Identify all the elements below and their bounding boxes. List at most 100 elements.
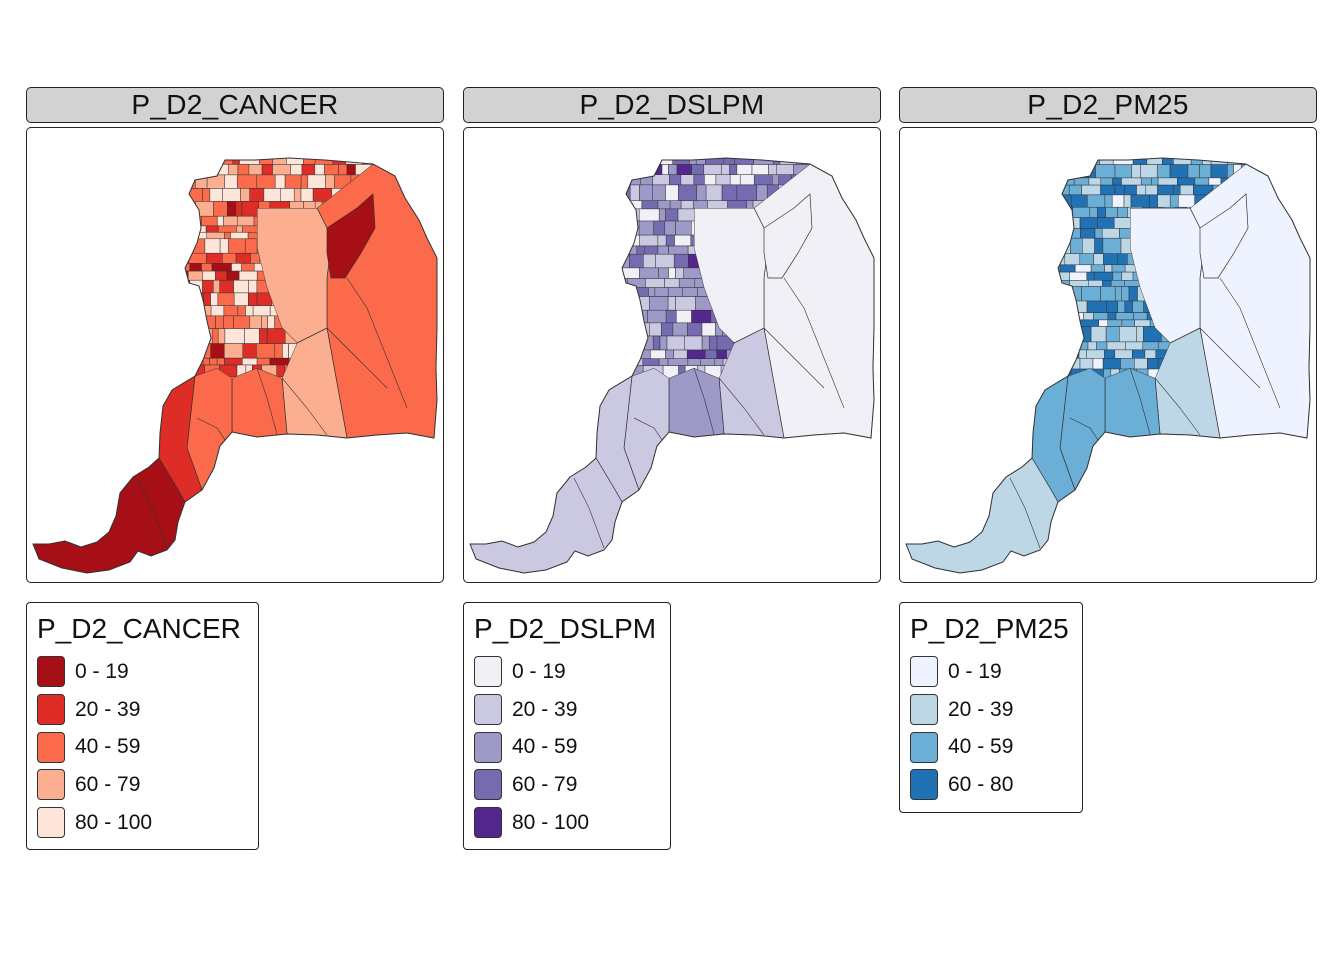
tract: [1210, 158, 1228, 165]
tract: [185, 315, 189, 329]
tract: [1058, 326, 1065, 343]
tract: [687, 322, 703, 337]
legend-swatch: [474, 731, 502, 763]
tract: [1136, 326, 1144, 343]
tract: [1079, 164, 1096, 179]
tract: [652, 174, 670, 186]
tract: [1079, 319, 1099, 327]
tract: [217, 215, 224, 227]
tract: [683, 267, 702, 279]
tract: [233, 315, 251, 329]
tract-region-delta2: [470, 457, 623, 573]
tract: [325, 174, 335, 189]
tract: [666, 335, 685, 351]
tract: [195, 232, 208, 240]
tract: [223, 305, 239, 317]
tract: [751, 164, 769, 175]
tract: [1105, 206, 1118, 218]
legend-swatch: [474, 694, 502, 726]
tract: [1102, 358, 1121, 370]
tract: [187, 270, 204, 281]
tract: [1069, 271, 1088, 281]
tract: [1061, 228, 1072, 239]
tract: [1079, 358, 1094, 370]
tract: [644, 245, 659, 255]
tract: [669, 200, 682, 210]
tract: [228, 238, 246, 254]
tract: [202, 357, 210, 366]
tract: [261, 164, 273, 176]
tract: [1120, 358, 1135, 370]
tract: [1157, 177, 1178, 186]
tract: [238, 270, 258, 281]
tract: [701, 322, 716, 337]
tract: [185, 188, 190, 202]
tract: [1106, 300, 1118, 313]
tract: [217, 225, 237, 233]
tract: [1104, 194, 1113, 208]
tract: [314, 164, 325, 176]
legend-swatch: [37, 694, 65, 726]
tract: [249, 315, 262, 329]
tract: [1131, 164, 1141, 179]
tract: [676, 309, 692, 324]
tract: [1058, 177, 1059, 186]
tract: [622, 200, 628, 210]
legend-swatch: [37, 769, 65, 801]
legend-item: 80 - 100: [37, 804, 248, 842]
tract: [629, 164, 638, 175]
tract-boundary: [1219, 277, 1281, 409]
tract: [272, 164, 291, 176]
tract: [686, 349, 706, 359]
tract: [665, 184, 679, 201]
tract: [259, 158, 273, 165]
tract: [675, 267, 684, 279]
tract: [661, 164, 669, 175]
tract: [680, 200, 694, 210]
tract: [1058, 217, 1063, 229]
tract: [665, 349, 674, 359]
tract: [185, 164, 190, 176]
tract: [242, 225, 260, 233]
tract: [215, 270, 228, 281]
tract-boundary: [783, 277, 845, 409]
legend-item: 80 - 100: [474, 804, 660, 842]
tract: [753, 174, 773, 186]
legend-item: 0 - 19: [474, 653, 660, 691]
tract: [665, 234, 675, 247]
tract: [1058, 194, 1064, 208]
legend-item: 20 - 39: [474, 691, 660, 729]
tract: [668, 164, 678, 175]
tract: [1090, 264, 1105, 273]
tract: [267, 315, 275, 329]
legend-item: 0 - 19: [910, 653, 1072, 691]
legend-item: 40 - 59: [910, 728, 1072, 766]
legend-cancer: P_D2_CANCER 0 - 19 20 - 39 40 - 59 60 - …: [26, 602, 259, 851]
tract: [203, 292, 211, 306]
tract: [756, 184, 768, 201]
tract-region-hotspot: [763, 193, 813, 279]
tract: [639, 184, 653, 201]
tract: [196, 164, 215, 176]
tract: [614, 165, 621, 175]
tract: [638, 220, 654, 236]
tract: [1067, 312, 1084, 321]
legend-label: 0 - 19: [75, 659, 129, 683]
tract: [217, 292, 235, 306]
tract: [209, 357, 218, 366]
tract: [1081, 184, 1101, 196]
tract: [1078, 349, 1087, 359]
tract: [652, 184, 666, 201]
tract: [700, 358, 716, 366]
tract: [216, 357, 225, 366]
legend-item: 60 - 79: [474, 766, 660, 804]
tract-region-hotspot: [1199, 193, 1249, 279]
tract-boundary: [326, 327, 388, 389]
tract: [211, 328, 219, 344]
tract-boundary: [281, 377, 328, 436]
tract: [703, 164, 722, 175]
legend-swatch: [37, 807, 65, 839]
legend-label: 80 - 100: [75, 810, 153, 834]
tract: [1063, 326, 1077, 343]
tract: [645, 278, 665, 288]
